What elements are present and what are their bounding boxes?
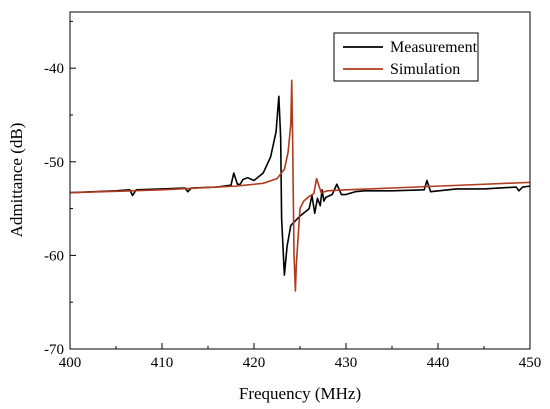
x-tick-label-450: 450: [519, 355, 542, 371]
x-tick-label-420: 420: [243, 355, 266, 371]
series-line-simulation: [69, 79, 531, 292]
y-tick-label--60: -60: [44, 248, 64, 264]
x-tick-label-410: 410: [151, 355, 174, 371]
legend-label-measurement: Measurement: [390, 39, 478, 56]
legend: Measurement Simulation: [333, 32, 479, 82]
x-tick-label-400: 400: [59, 355, 82, 371]
y-tick-label--70: -70: [44, 342, 64, 358]
x-axis-title: Frequency (MHz): [239, 384, 361, 403]
legend-label-simulation: Simulation: [390, 61, 460, 78]
y-tick-label--40: -40: [44, 61, 64, 77]
y-axis-title: Admittance (dB): [7, 123, 26, 238]
series-layer: [69, 79, 531, 292]
legend-box: [333, 32, 479, 82]
x-tick-label-440: 440: [427, 355, 450, 371]
ticks-layer: 400 410 420 430 440 450 -70 -60 -50 -40: [44, 20, 542, 371]
y-tick-label--50: -50: [44, 155, 64, 171]
x-tick-label-430: 430: [335, 355, 358, 371]
